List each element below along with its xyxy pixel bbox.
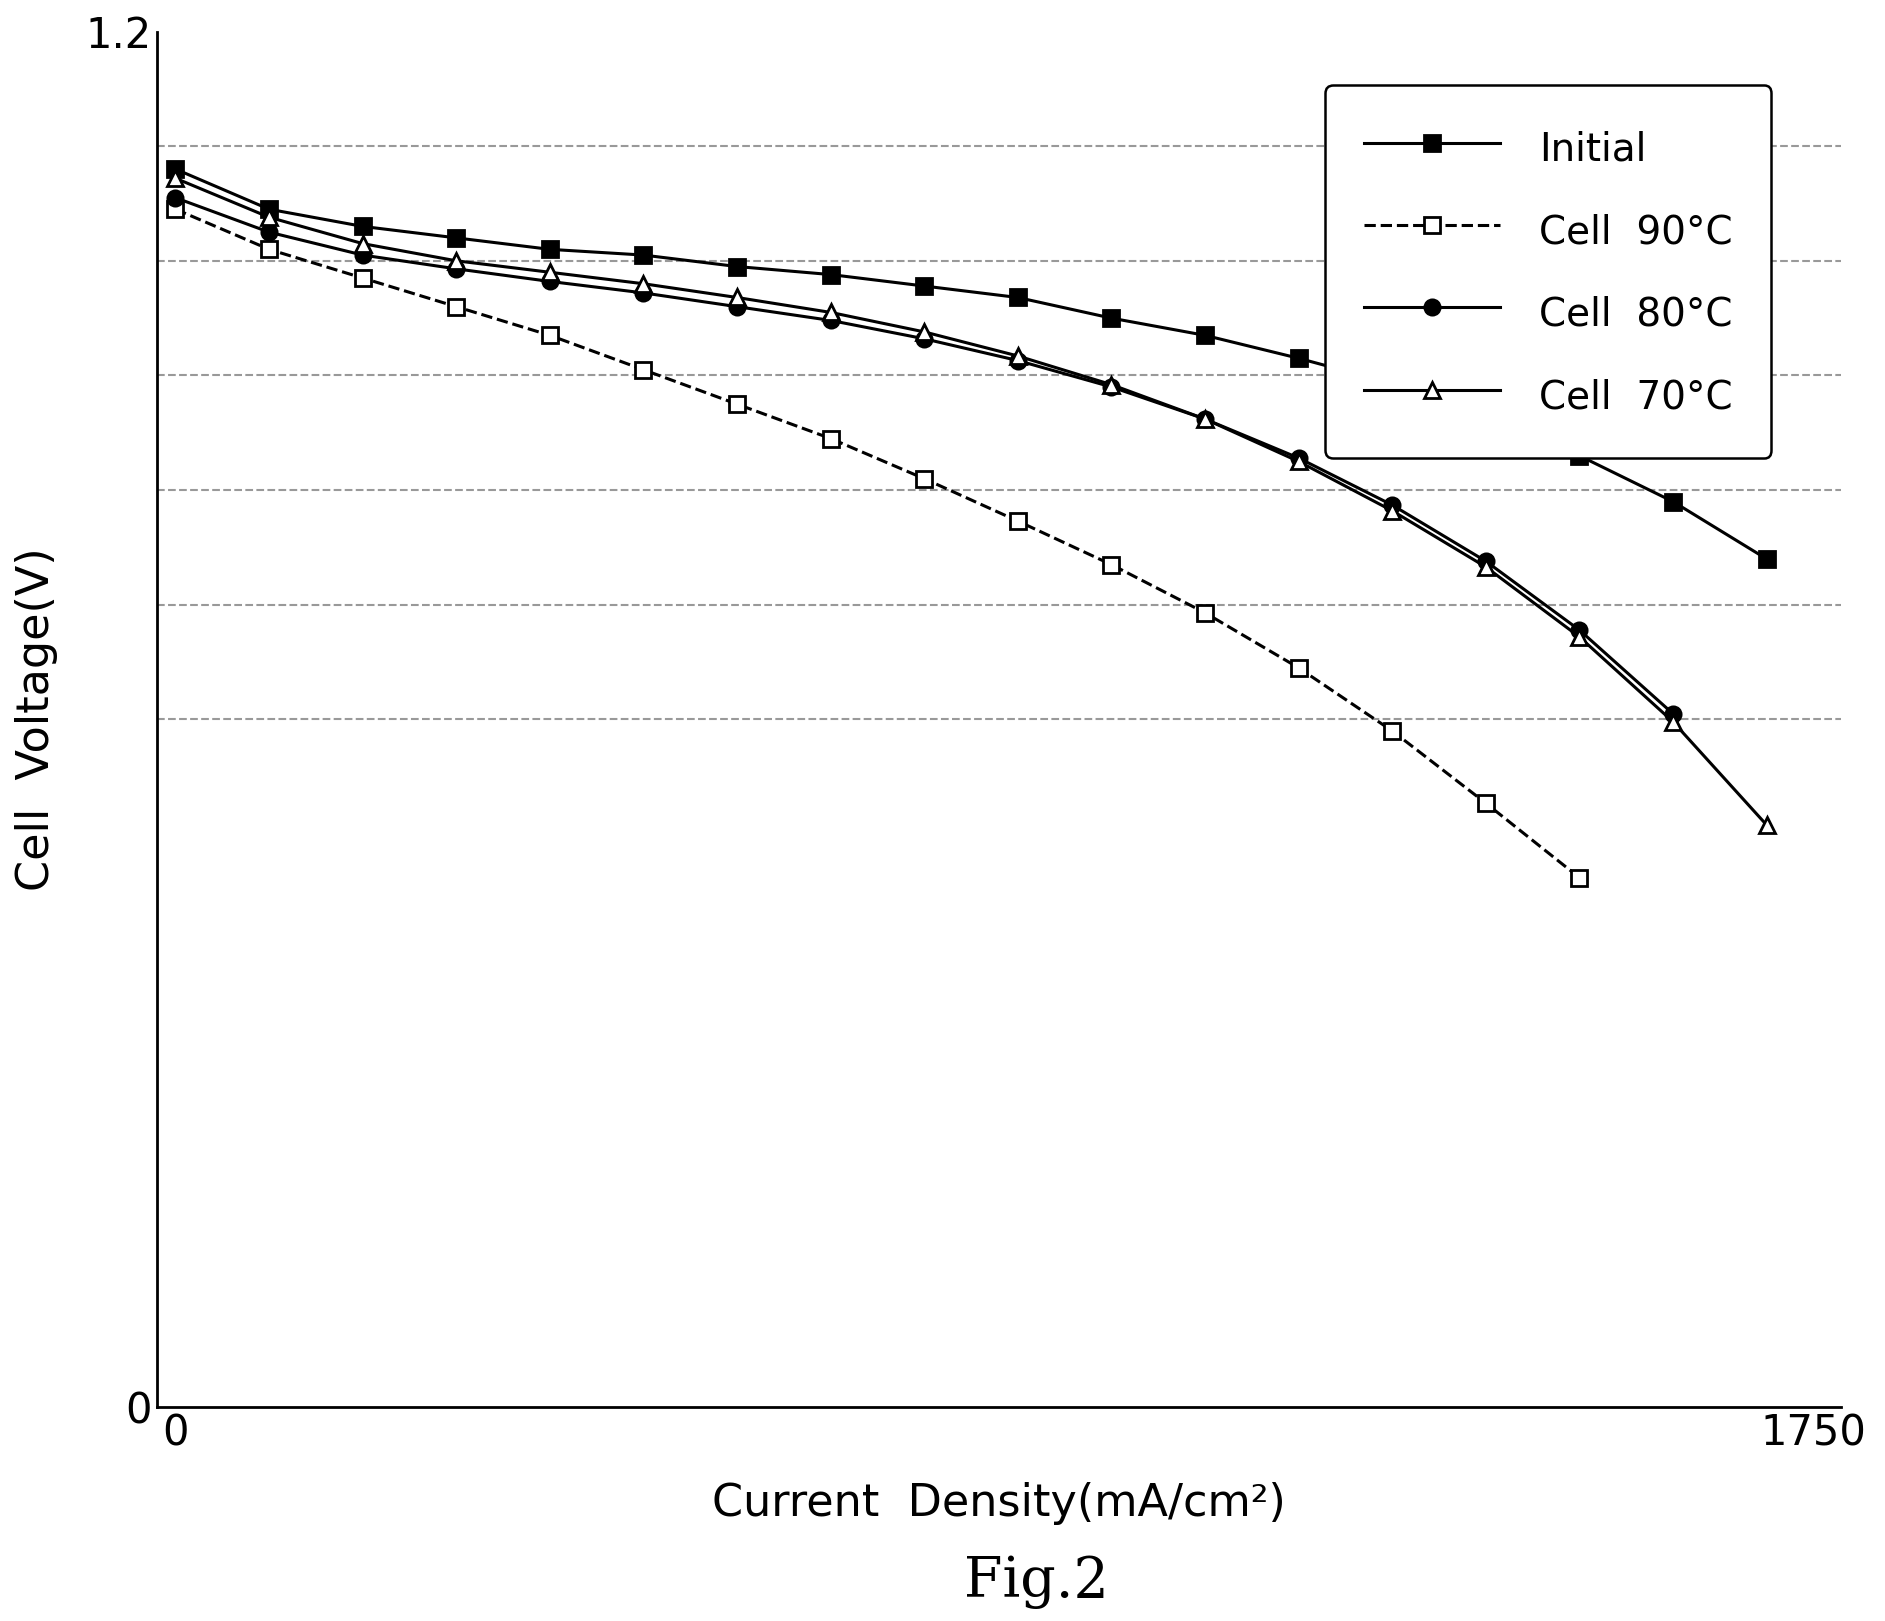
Cell  80°C <box>1193 408 1216 428</box>
Cell  90°C <box>726 394 748 413</box>
Line: Initial: Initial <box>168 162 1774 566</box>
Cell  90°C <box>1382 721 1404 741</box>
Cell  70°C <box>164 169 187 188</box>
Line: Cell  80°C: Cell 80°C <box>168 190 1681 721</box>
Cell  80°C <box>1101 378 1123 397</box>
Cell  70°C <box>820 303 843 323</box>
Cell  70°C <box>1193 408 1216 428</box>
Cell  90°C <box>1474 793 1497 812</box>
Cell  70°C <box>1568 627 1591 647</box>
Cell  70°C <box>258 207 281 227</box>
Initial <box>445 229 467 248</box>
Cell  90°C <box>351 267 373 287</box>
Initial <box>1287 349 1310 368</box>
Initial <box>726 256 748 276</box>
Cell  80°C <box>1287 449 1310 468</box>
Cell  70°C <box>1755 815 1778 835</box>
Initial <box>539 240 562 259</box>
Cell  70°C <box>351 233 373 253</box>
Cell  90°C <box>1101 554 1123 574</box>
Initial <box>820 264 843 284</box>
Cell  70°C <box>1663 712 1685 731</box>
Cell  80°C <box>631 284 654 303</box>
Cell  90°C <box>445 297 467 316</box>
Cell  80°C <box>1663 704 1685 723</box>
Cell  80°C <box>258 222 281 242</box>
Cell  70°C <box>1287 452 1310 472</box>
Text: Fig.2: Fig.2 <box>965 1555 1108 1608</box>
Initial <box>164 159 187 178</box>
Cell  70°C <box>726 289 748 308</box>
Cell  70°C <box>631 274 654 293</box>
Cell  70°C <box>539 263 562 282</box>
Cell  70°C <box>1007 347 1029 366</box>
Cell  80°C <box>726 297 748 316</box>
Cell  90°C <box>1287 658 1310 678</box>
Cell  70°C <box>1101 374 1123 394</box>
Legend: Initial, Cell  90°C, Cell  80°C, Cell  70°C: Initial, Cell 90°C, Cell 80°C, Cell 70°C <box>1325 86 1772 457</box>
Cell  80°C <box>539 272 562 292</box>
Cell  70°C <box>1474 558 1497 577</box>
Initial <box>631 245 654 264</box>
Cell  80°C <box>912 329 935 349</box>
Cell  80°C <box>164 188 187 207</box>
Initial <box>351 217 373 237</box>
Cell  90°C <box>539 326 562 345</box>
Initial <box>258 199 281 219</box>
Cell  80°C <box>1382 496 1404 515</box>
Cell  70°C <box>912 323 935 342</box>
Cell  80°C <box>1007 350 1029 370</box>
Initial <box>912 276 935 295</box>
Cell  80°C <box>1568 621 1591 640</box>
Cell  80°C <box>445 259 467 279</box>
Initial <box>1474 405 1497 425</box>
Initial <box>1755 550 1778 569</box>
Cell  90°C <box>820 430 843 449</box>
Initial <box>1663 491 1685 511</box>
Line: Cell  70°C: Cell 70°C <box>168 170 1774 833</box>
Cell  90°C <box>912 468 935 488</box>
Cell  90°C <box>1007 511 1029 530</box>
Initial <box>1568 446 1591 465</box>
Initial <box>1007 289 1029 308</box>
Initial <box>1101 308 1123 327</box>
Cell  80°C <box>1474 551 1497 571</box>
Cell  70°C <box>1382 501 1404 520</box>
Cell  90°C <box>164 199 187 219</box>
Cell  90°C <box>1193 603 1216 622</box>
Initial <box>1193 326 1216 345</box>
X-axis label: Current  Density(mA/cm²): Current Density(mA/cm²) <box>713 1482 1286 1525</box>
Cell  70°C <box>445 251 467 271</box>
Cell  90°C <box>1568 867 1591 887</box>
Cell  90°C <box>631 360 654 379</box>
Cell  80°C <box>820 311 843 331</box>
Cell  90°C <box>258 240 281 259</box>
Line: Cell  90°C: Cell 90°C <box>168 201 1587 885</box>
Y-axis label: Cell  Voltage(V): Cell Voltage(V) <box>15 548 58 892</box>
Initial <box>1382 374 1404 394</box>
Cell  80°C <box>351 245 373 264</box>
